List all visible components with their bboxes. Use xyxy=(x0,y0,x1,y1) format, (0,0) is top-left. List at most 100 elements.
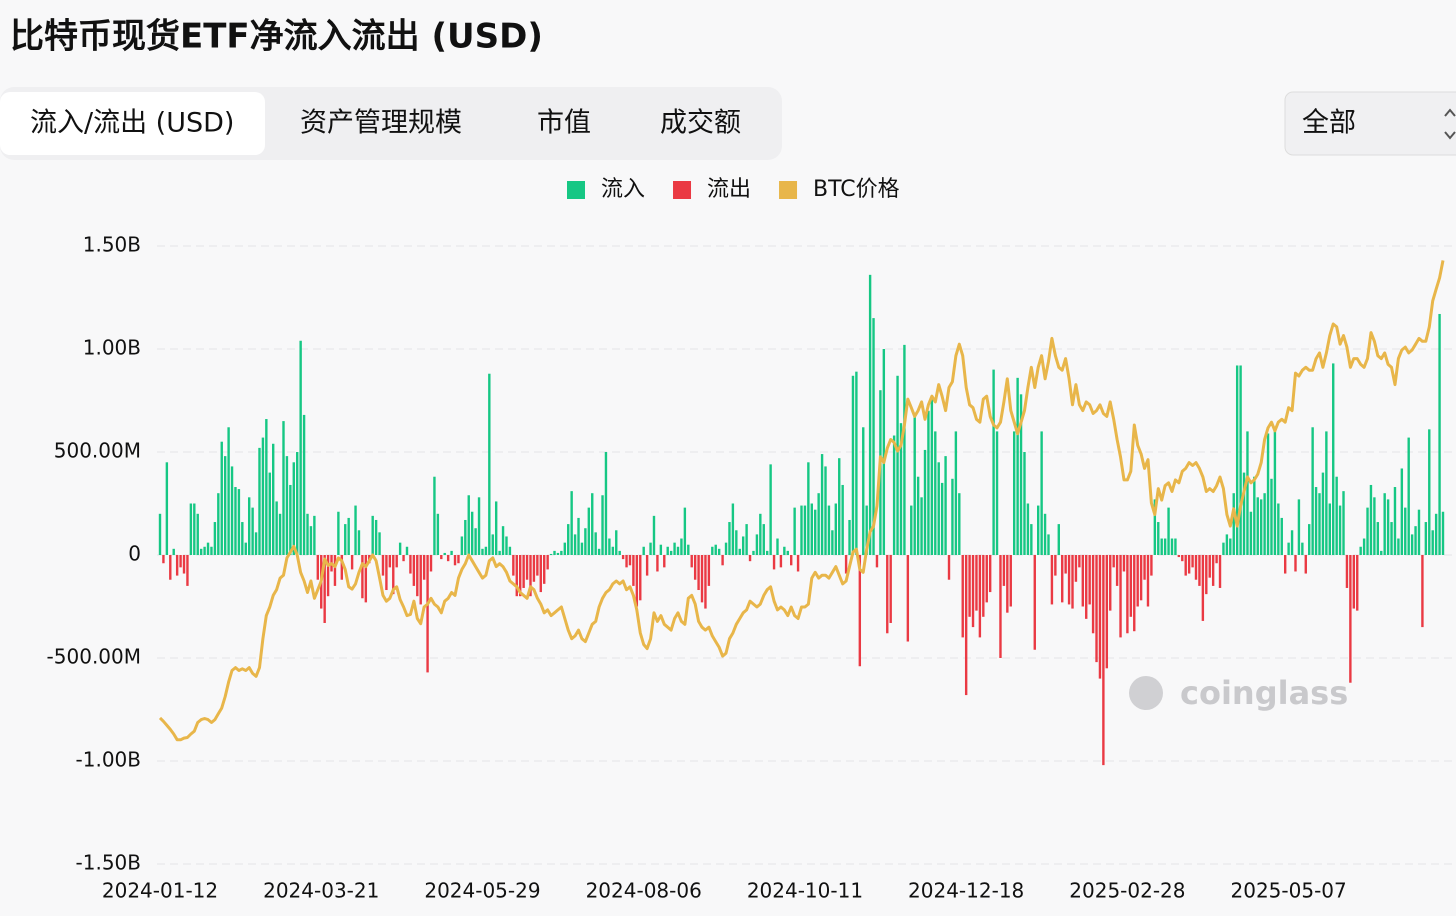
bar xyxy=(1184,555,1187,576)
bar xyxy=(158,513,162,555)
bar xyxy=(1332,363,1335,555)
bar xyxy=(1266,433,1270,555)
bar xyxy=(635,555,639,607)
bar xyxy=(611,546,615,555)
tab[interactable]: 流入/流出 (USD) xyxy=(30,108,234,139)
bar xyxy=(470,511,474,555)
bar xyxy=(1043,513,1047,555)
bar xyxy=(683,507,687,555)
bar xyxy=(738,548,741,555)
bar xyxy=(721,555,724,566)
bar xyxy=(1369,484,1373,555)
bar xyxy=(1136,555,1139,607)
bar xyxy=(1009,555,1012,607)
bar xyxy=(494,501,498,555)
bar xyxy=(1215,555,1218,564)
filter-dropdown[interactable] xyxy=(1284,91,1456,156)
bar xyxy=(1380,550,1383,555)
bar xyxy=(251,507,254,555)
bar xyxy=(296,452,299,555)
bar xyxy=(855,371,858,555)
bar xyxy=(1126,555,1129,634)
bar xyxy=(745,524,748,555)
tab[interactable]: 市值 xyxy=(537,108,591,139)
y-tick-label: -500.00M xyxy=(47,645,141,669)
bar xyxy=(1397,538,1400,555)
bar xyxy=(639,555,642,601)
bar xyxy=(477,497,481,555)
bar xyxy=(1067,555,1071,605)
bar xyxy=(1421,555,1424,628)
bar xyxy=(323,555,326,623)
bar xyxy=(1088,555,1091,605)
bar xyxy=(913,412,916,555)
x-tick-label: 2024-10-11 xyxy=(747,879,863,903)
bar xyxy=(182,555,186,574)
bar xyxy=(841,484,844,555)
bar xyxy=(1146,555,1150,607)
bar xyxy=(814,509,817,555)
bar xyxy=(1287,542,1290,555)
bar xyxy=(1057,524,1060,555)
bar xyxy=(491,534,494,555)
bar xyxy=(371,515,374,555)
bar xyxy=(1033,555,1036,650)
bar xyxy=(940,482,944,555)
bar xyxy=(1431,530,1434,555)
bar xyxy=(1177,555,1181,558)
bar xyxy=(1054,555,1057,576)
active-tab[interactable] xyxy=(0,92,265,155)
tab[interactable]: 成交额 xyxy=(660,108,741,139)
bar xyxy=(337,511,340,555)
bar xyxy=(186,555,189,586)
bar xyxy=(1434,513,1438,555)
bar xyxy=(1366,507,1369,555)
bar xyxy=(261,437,265,555)
bar xyxy=(810,503,813,555)
bar xyxy=(1242,472,1246,555)
bar xyxy=(649,542,652,555)
bar xyxy=(1023,452,1026,555)
bar xyxy=(446,555,450,562)
bar xyxy=(954,431,958,555)
bar xyxy=(580,542,584,555)
tab[interactable]: 资产管理规模 xyxy=(300,108,462,139)
bar xyxy=(676,546,680,555)
bar xyxy=(1441,511,1445,555)
bar xyxy=(313,515,316,555)
bar xyxy=(316,555,320,580)
bar xyxy=(1205,555,1208,595)
legend-swatch xyxy=(567,181,585,199)
bar xyxy=(975,555,978,611)
bar xyxy=(1280,517,1283,555)
filter-label[interactable]: 全部 xyxy=(1302,108,1356,139)
bar xyxy=(481,548,484,555)
bar xyxy=(1074,555,1078,582)
bar xyxy=(1239,365,1242,555)
bar xyxy=(1098,555,1102,679)
bar xyxy=(512,555,515,576)
x-tick-label: 2025-02-28 xyxy=(1069,879,1185,903)
bar xyxy=(1273,427,1277,555)
bar xyxy=(772,555,776,570)
bar xyxy=(402,555,405,562)
bar xyxy=(272,443,275,555)
bar xyxy=(988,555,992,593)
bar xyxy=(347,517,350,555)
bar xyxy=(213,522,217,555)
bar xyxy=(1081,555,1084,607)
bar xyxy=(560,550,563,555)
bar xyxy=(1198,555,1201,586)
bar xyxy=(374,519,378,555)
bar xyxy=(1270,478,1273,555)
bar xyxy=(175,555,179,576)
bar xyxy=(790,555,793,566)
bar xyxy=(1064,555,1067,574)
bar xyxy=(1229,538,1232,555)
bar xyxy=(1160,538,1163,555)
bar xyxy=(872,318,875,555)
bar xyxy=(546,555,549,570)
bar xyxy=(796,555,800,572)
bar xyxy=(1414,526,1417,555)
